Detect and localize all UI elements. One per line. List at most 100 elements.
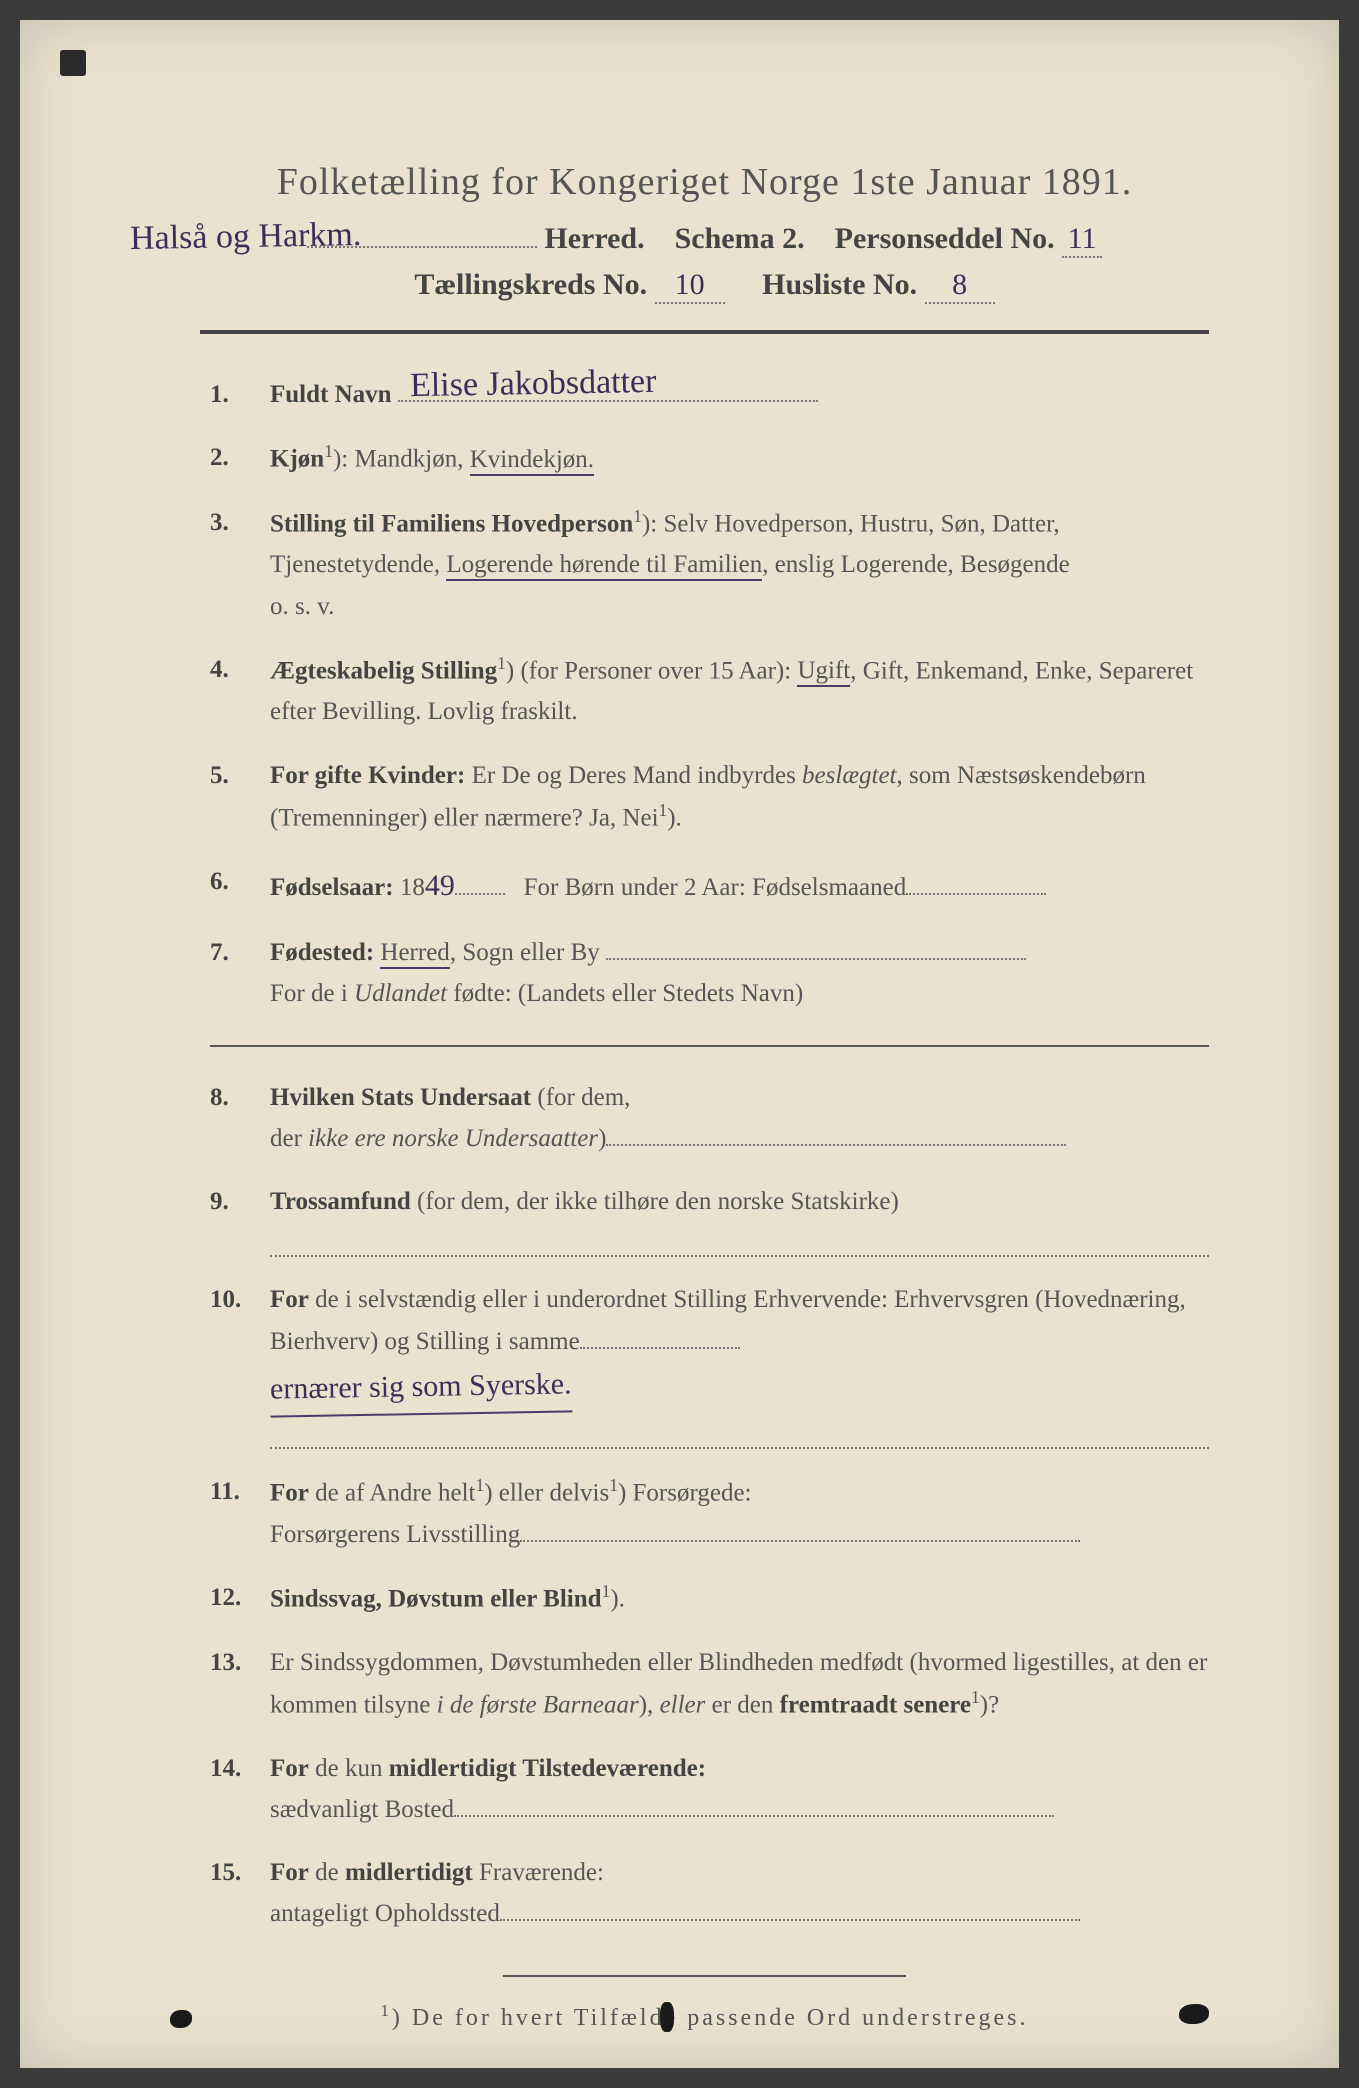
form-items: 1. Fuldt Navn Elise Jakobsdatter 2. Kjøn…: [200, 374, 1209, 1935]
header-line-2: Tællingskreds No. 10 Husliste No. 8: [200, 268, 1209, 304]
personseddel-label: Personseddel No.: [835, 222, 1055, 255]
item-2-body: Kjøn1): Mandkjøn, Kvindekjøn.: [270, 437, 1209, 480]
item-11-t3: ) Forsørgede:: [618, 1480, 752, 1507]
item-10-value: ernærer sig som Syerske.: [270, 1359, 572, 1417]
item-8-body: Hvilken Stats Undersaat (for dem, der ik…: [270, 1077, 1209, 1160]
kreds-value: 10: [675, 268, 705, 301]
footnote-sup: 1: [381, 2001, 392, 2020]
item-14-text: de kun: [309, 1755, 389, 1782]
item-11-body: For de af Andre helt1) eller delvis1) Fo…: [270, 1471, 1209, 1555]
item-2-opts: Mandkjøn,: [354, 446, 469, 473]
item-5-sup: 1: [659, 800, 668, 820]
item-3-label: Stilling til Familiens Hovedperson: [270, 510, 633, 537]
item-4-body: Ægteskabelig Stilling1) (for Personer ov…: [270, 649, 1209, 733]
item-7-label: Fødested:: [270, 939, 374, 966]
header-rule: [200, 330, 1209, 334]
kreds-blank: 10: [655, 268, 725, 304]
header-line-1: Herred. Schema 2. Personseddel No. 11: [200, 222, 1209, 258]
item-8-num: 8.: [210, 1077, 270, 1160]
item-8-end: ): [598, 1125, 606, 1152]
item-15: 15. For de midlertidigt Fraværende: anta…: [210, 1852, 1209, 1935]
item-5-end: ).: [667, 804, 682, 831]
item-2: 2. Kjøn1): Mandkjøn, Kvindekjøn.: [210, 437, 1209, 480]
item-11-t1: de af Andre helt: [309, 1480, 476, 1507]
item-7-rest: , Sogn eller By: [450, 939, 600, 966]
item-6-label: Fødselsaar:: [270, 874, 394, 901]
item-3-body: Stilling til Familiens Hovedperson1): Se…: [270, 502, 1209, 627]
item-12-label: Sindssvag, Døvstum eller Blind: [270, 1585, 602, 1612]
item-4-selected: Ugift: [797, 657, 850, 687]
item-7-ital: Udlandet: [354, 980, 447, 1007]
item-14-label: For: [270, 1755, 309, 1782]
item-11-blank: [520, 1540, 1080, 1542]
herred-label: Herred.: [544, 222, 644, 255]
item-14-body: For de kun midlertidigt Tilstedeværende:…: [270, 1748, 1209, 1831]
item-15-num: 15.: [210, 1852, 270, 1935]
item-10-body: For de i selvstændig eller i underordnet…: [270, 1279, 1209, 1449]
item-15-blank: [500, 1919, 1080, 1921]
personseddel-value: 11: [1068, 222, 1097, 255]
item-13-end: )?: [980, 1691, 999, 1718]
item-8-blank: [606, 1144, 1066, 1146]
item-14: 14. For de kun midlertidigt Tilstedevære…: [210, 1748, 1209, 1831]
census-form-page: Folketælling for Kongeriget Norge 1ste J…: [20, 20, 1339, 2068]
item-8-paren: (for dem,: [531, 1084, 630, 1111]
item-8-label: Hvilken Stats Undersaat: [270, 1084, 531, 1111]
husliste-blank: 8: [925, 268, 995, 304]
form-header: Folketælling for Kongeriget Norge 1ste J…: [200, 160, 1209, 334]
footnote: 1) De for hvert Tilfælde passende Ord un…: [200, 2001, 1209, 2032]
item-15-text2: Fraværende:: [473, 1859, 604, 1886]
item-13-body: Er Sindssygdommen, Døvstumheden eller Bl…: [270, 1642, 1209, 1726]
item-6-month-blank: [906, 893, 1046, 895]
item-7-body: Fødested: Herred, Sogn eller By For de i…: [270, 932, 1209, 1015]
item-3-num: 3.: [210, 502, 270, 627]
item-12-body: Sindssvag, Døvstum eller Blind1).: [270, 1577, 1209, 1620]
item-5-body: For gifte Kvinder: Er De og Deres Mand i…: [270, 755, 1209, 839]
item-5: 5. For gifte Kvinder: Er De og Deres Man…: [210, 755, 1209, 839]
item-14-bold: midlertidigt Tilstedeværende:: [389, 1755, 706, 1782]
item-14-blank: [454, 1815, 1054, 1817]
item-6-rest: For Børn under 2 Aar: Fødselsmaaned: [524, 874, 907, 901]
item-4-sup: 1: [497, 653, 506, 673]
footnote-rule: [503, 1975, 907, 1977]
item-9-label: Trossamfund: [270, 1188, 411, 1215]
item-15-text: de: [309, 1859, 345, 1886]
item-3-sup: 1: [633, 506, 642, 526]
item-6-body: Fødselsaar: 1849 For Børn under 2 Aar: F…: [270, 861, 1209, 911]
item-4: 4. Ægteskabelig Stilling1) (for Personer…: [210, 649, 1209, 733]
item-1: 1. Fuldt Navn Elise Jakobsdatter: [210, 374, 1209, 415]
footnote-text: ) De for hvert Tilfælde passende Ord und…: [392, 2005, 1029, 2031]
item-2-label: Kjøn: [270, 446, 324, 473]
kreds-label: Tællingskreds No.: [414, 268, 647, 301]
item-2-sup: 1: [324, 441, 333, 461]
item-13-bold: fremtraadt senere: [780, 1691, 971, 1718]
item-13: 13. Er Sindssygdommen, Døvstumheden elle…: [210, 1642, 1209, 1726]
item-14-l2: sædvanligt Bosted: [270, 1796, 454, 1823]
item-11-label: For: [270, 1480, 309, 1507]
item-7-num: 7.: [210, 932, 270, 1015]
item-7-l2a: For de i: [270, 980, 354, 1007]
item-11-t2: ) eller delvis: [484, 1480, 609, 1507]
item-10-label: For: [270, 1286, 309, 1313]
item-13-sup: 1: [971, 1687, 980, 1707]
item-6: 6. Fødselsaar: 1849 For Børn under 2 Aar…: [210, 861, 1209, 911]
item-4-num: 4.: [210, 649, 270, 733]
name-value: Elise Jakobsdatter: [410, 354, 657, 414]
item-3-selected: Logerende hørende til Familien: [446, 551, 762, 581]
item-15-bold: midlertidigt: [345, 1859, 473, 1886]
item-7-blank: [606, 958, 1026, 960]
item-14-num: 14.: [210, 1748, 270, 1831]
item-8-ital: ikke ere norske Undersaatter: [308, 1125, 598, 1152]
item-9-num: 9.: [210, 1181, 270, 1257]
item-13-i1: i de første Barneaar: [437, 1691, 639, 1718]
item-7-l2b: fødte: (Landets eller Stedets Navn): [447, 980, 803, 1007]
item-10-blank2: [270, 1414, 1209, 1449]
item-4-paren: (for Personer over 15 Aar):: [514, 657, 797, 684]
personseddel-blank: 11: [1062, 222, 1102, 258]
item-1-num: 1.: [210, 374, 270, 415]
item-4-label: Ægteskabelig Stilling: [270, 657, 497, 684]
item-11-s1: 1: [475, 1475, 484, 1495]
item-15-l2: antageligt Opholdssted: [270, 1900, 500, 1927]
item-13-t2: ),: [639, 1691, 660, 1718]
item-6-year: 49: [425, 869, 455, 902]
